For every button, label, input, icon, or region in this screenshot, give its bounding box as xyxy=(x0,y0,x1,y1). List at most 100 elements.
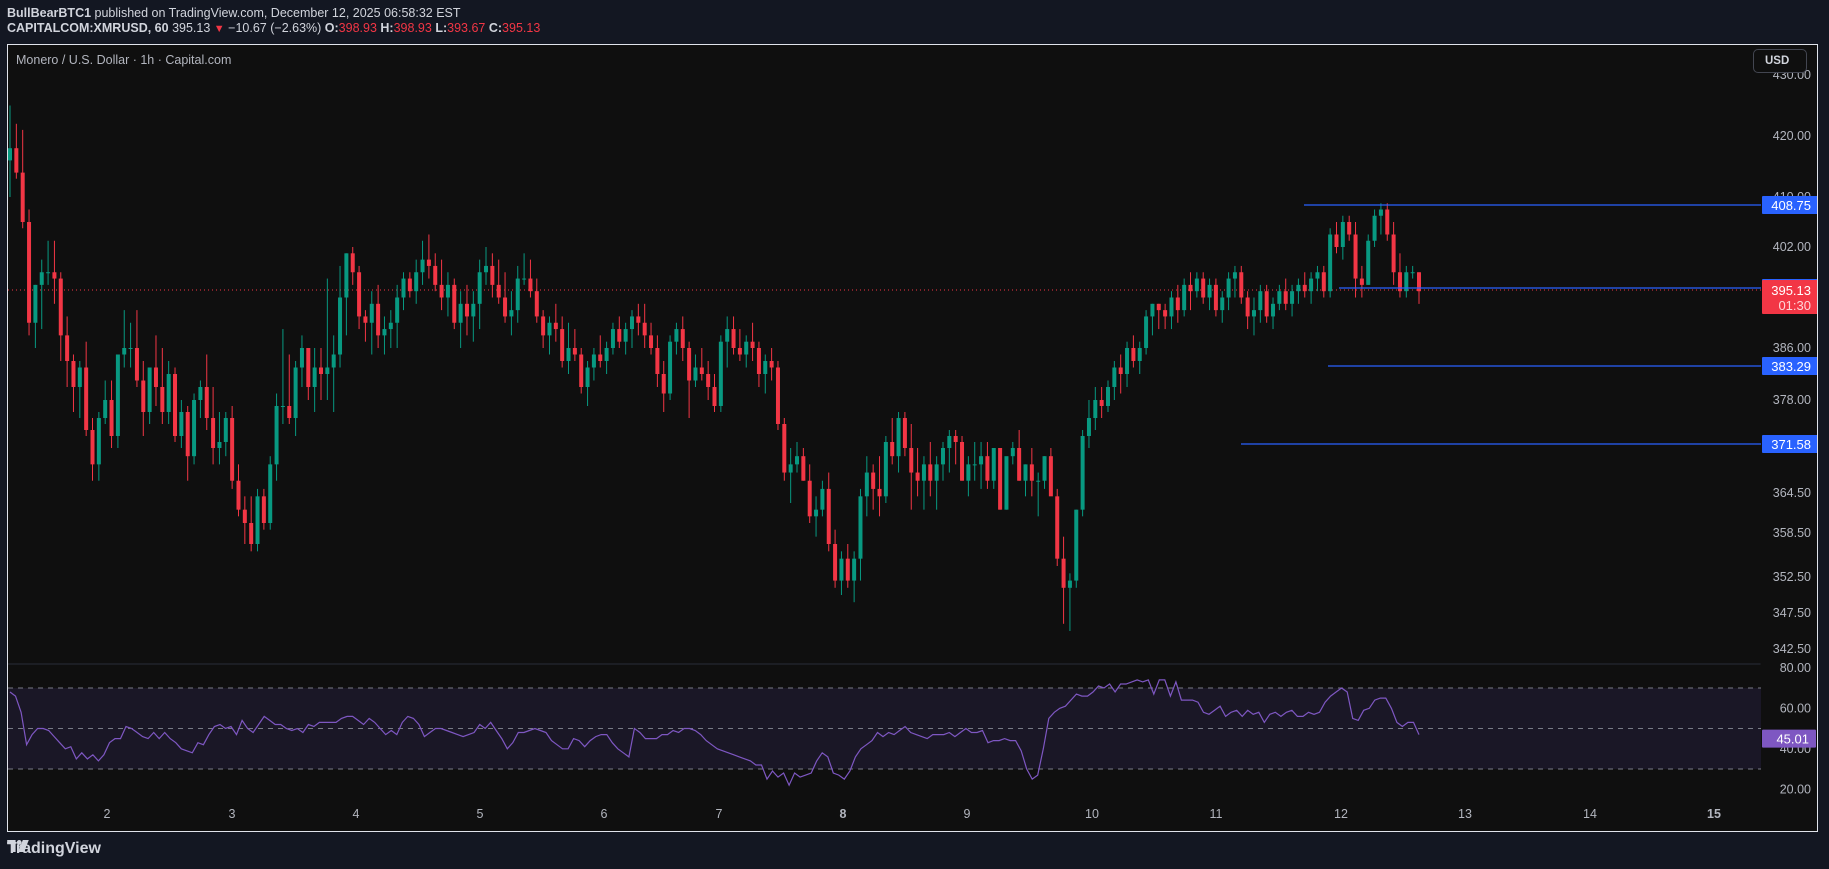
candle-up xyxy=(122,348,127,355)
chart-canvas[interactable]: 430.00420.00410.00402.00386.00378.00370.… xyxy=(8,45,1818,832)
current-price-tag: 395.13 xyxy=(1771,283,1811,298)
candle-down xyxy=(541,316,546,336)
candle-up xyxy=(471,303,476,317)
candle-up xyxy=(1290,291,1295,304)
price-axis-label: 358.50 xyxy=(1773,526,1811,540)
candle-up xyxy=(934,464,939,481)
rsi-axis-label: 80.00 xyxy=(1780,661,1811,675)
candle-up xyxy=(1080,436,1085,510)
candle-up xyxy=(268,464,273,523)
low-label: L: xyxy=(435,21,448,35)
candle-down xyxy=(1239,272,1244,298)
candle-up xyxy=(1258,291,1263,311)
candle-up xyxy=(883,442,888,497)
price-tag-bg xyxy=(1762,357,1817,375)
candle-up xyxy=(947,436,952,448)
candle-down xyxy=(1029,464,1034,481)
candle-down xyxy=(928,464,933,481)
candle-down xyxy=(985,456,990,481)
candle-up xyxy=(585,367,590,387)
price-tag-bg xyxy=(1762,196,1817,214)
candle-up xyxy=(255,496,260,544)
candle-down xyxy=(1017,448,1022,481)
candle-up xyxy=(1271,303,1276,317)
candle-up xyxy=(566,348,571,361)
candle-down xyxy=(357,272,362,317)
candle-down xyxy=(598,354,603,361)
candle-up xyxy=(1226,278,1231,298)
candle-down xyxy=(845,558,850,581)
candle-up xyxy=(972,464,977,466)
price-axis-label: 352.50 xyxy=(1773,570,1811,584)
candle-up xyxy=(921,464,926,481)
price-axis-label: 386.00 xyxy=(1773,341,1811,355)
candle-up xyxy=(1074,509,1079,581)
candle-down xyxy=(185,412,190,457)
candle-up xyxy=(1023,464,1028,481)
close-value: 395.13 xyxy=(502,21,541,35)
candle-down xyxy=(661,374,666,394)
candle-up xyxy=(1404,272,1409,292)
candle-down xyxy=(1321,272,1326,292)
time-axis-label: 11 xyxy=(1210,807,1223,821)
candle-down xyxy=(134,348,139,381)
currency-button[interactable]: USD xyxy=(1753,49,1807,73)
candle-up xyxy=(979,456,984,465)
candle-down xyxy=(1359,278,1364,285)
candle-down xyxy=(769,361,774,368)
open-value: 398.93 xyxy=(338,21,377,35)
author-name[interactable]: BullBearBTC1 xyxy=(7,6,92,20)
candle-down xyxy=(160,387,165,412)
candle-down xyxy=(528,278,533,292)
rsi-axis-label: 20.00 xyxy=(1780,782,1811,796)
price-axis-label: 347.50 xyxy=(1773,606,1811,620)
time-axis-label: 10 xyxy=(1085,807,1099,821)
candle-up xyxy=(128,348,133,349)
candle-up xyxy=(991,448,996,481)
candle-up xyxy=(484,265,489,273)
candle-up xyxy=(147,367,152,412)
candle-up xyxy=(604,348,609,361)
candle-up xyxy=(1328,234,1333,292)
candle-down xyxy=(909,448,914,473)
candle-up xyxy=(623,329,628,342)
candle-down xyxy=(439,284,444,298)
chart-frame[interactable]: 430.00420.00410.00402.00386.00378.00370.… xyxy=(7,44,1818,832)
candle-up xyxy=(1194,278,1199,292)
candle-up xyxy=(1036,480,1041,482)
candle-up xyxy=(1093,400,1098,418)
open-label: O: xyxy=(324,21,339,35)
candle-down xyxy=(699,367,704,374)
candle-up xyxy=(1106,387,1111,406)
candle-down xyxy=(953,436,958,442)
candle-up xyxy=(1137,348,1142,361)
candle-up xyxy=(610,329,615,348)
candle-down xyxy=(14,148,19,173)
tradingview-brand[interactable]: TradingView xyxy=(7,840,101,858)
price-tag-label: 408.75 xyxy=(1771,198,1811,213)
candle-up xyxy=(223,418,228,442)
candle-down xyxy=(71,361,76,387)
candle-down xyxy=(1302,284,1307,292)
candle-up xyxy=(1315,272,1320,279)
candle-down xyxy=(960,442,965,481)
candle-down xyxy=(1245,297,1250,317)
low-value: 393.67 xyxy=(447,21,486,35)
candle-down xyxy=(1283,291,1288,304)
candle-up xyxy=(274,406,279,465)
candle-down xyxy=(503,297,508,317)
candle-down xyxy=(84,367,89,430)
brand-name: TradingView xyxy=(7,840,101,857)
price-axis-label: 402.00 xyxy=(1773,240,1811,254)
candle-down xyxy=(1048,456,1053,497)
candle-up xyxy=(1296,284,1301,292)
candle-down xyxy=(687,348,692,381)
candle-up xyxy=(401,278,406,298)
candle-up xyxy=(1086,418,1091,436)
candle-down xyxy=(1163,310,1168,317)
candle-up xyxy=(1277,291,1282,304)
candle-up xyxy=(1309,278,1314,292)
candle-down xyxy=(712,387,717,406)
candle-down xyxy=(617,329,622,342)
candle-up xyxy=(344,253,349,298)
